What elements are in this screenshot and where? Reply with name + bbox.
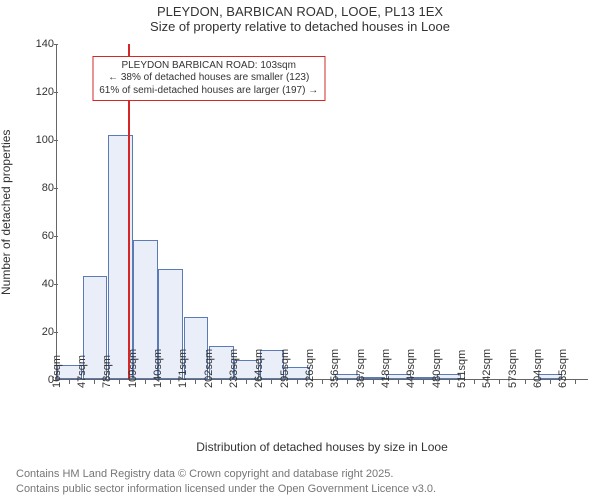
x-tick-mark (170, 380, 171, 384)
x-tick-mark (246, 380, 247, 384)
x-tick-mark (373, 380, 374, 384)
x-tick-label: 140sqm (152, 349, 164, 388)
y-tick-label: 40 (18, 278, 54, 290)
x-tick-mark (575, 380, 576, 384)
x-tick-label: 449sqm (405, 349, 417, 388)
x-tick-mark (550, 380, 551, 384)
x-tick-mark (423, 380, 424, 384)
x-tick-label: 78sqm (101, 355, 113, 388)
x-tick-mark (297, 380, 298, 384)
y-tick-label: 140 (18, 38, 54, 50)
chart-title-line2: Size of property relative to detached ho… (0, 19, 600, 34)
y-tick-label: 60 (18, 230, 54, 242)
x-tick-mark (119, 380, 120, 384)
y-tick-label: 80 (18, 182, 54, 194)
x-tick-label: 109sqm (127, 349, 139, 388)
y-axis-label: Number of detached properties (0, 44, 16, 380)
y-tick-label: 100 (18, 134, 54, 146)
x-tick-label: 16sqm (51, 355, 63, 388)
x-tick-label: 295sqm (279, 349, 291, 388)
x-tick-mark (347, 380, 348, 384)
chart-container: PLEYDON, BARBICAN ROAD, LOOE, PL13 1EX S… (0, 0, 600, 500)
y-tick-label: 0 (18, 374, 54, 386)
x-tick-mark (69, 380, 70, 384)
annotation-line: ← 38% of detached houses are smaller (12… (99, 72, 318, 85)
x-tick-label: 171sqm (177, 349, 189, 388)
x-tick-label: 573sqm (507, 349, 519, 388)
x-tick-label: 47sqm (76, 355, 88, 388)
y-axis-ticks: 020406080100120140 (18, 44, 54, 380)
y-tick-label: 120 (18, 86, 54, 98)
chart-title-block: PLEYDON, BARBICAN ROAD, LOOE, PL13 1EX S… (0, 4, 600, 34)
x-axis-label: Distribution of detached houses by size … (56, 440, 588, 454)
x-tick-mark (271, 380, 272, 384)
x-tick-mark (322, 380, 323, 384)
x-tick-label: 326sqm (304, 349, 316, 388)
x-tick-label: 480sqm (431, 349, 443, 388)
x-tick-label: 635sqm (557, 349, 569, 388)
x-tick-label: 604sqm (532, 349, 544, 388)
x-axis-ticks: 16sqm47sqm78sqm109sqm140sqm171sqm202sqm2… (56, 382, 588, 436)
annotation-line: PLEYDON BARBICAN ROAD: 103sqm (99, 60, 318, 73)
x-tick-mark (525, 380, 526, 384)
annotation-line: 61% of semi-detached houses are larger (… (99, 85, 318, 98)
x-tick-label: 418sqm (380, 349, 392, 388)
y-tick-label: 20 (18, 326, 54, 338)
credits-line1: Contains HM Land Registry data © Crown c… (16, 467, 436, 481)
x-tick-mark (449, 380, 450, 384)
x-tick-mark (94, 380, 95, 384)
x-tick-label: 511sqm (456, 350, 468, 388)
x-tick-mark (474, 380, 475, 384)
annotation-box: PLEYDON BARBICAN ROAD: 103sqm← 38% of de… (92, 56, 325, 102)
x-tick-mark (221, 380, 222, 384)
x-tick-label: 202sqm (203, 349, 215, 388)
x-tick-mark (499, 380, 500, 384)
plot-area: PLEYDON BARBICAN ROAD: 103sqm← 38% of de… (56, 44, 588, 380)
credits-block: Contains HM Land Registry data © Crown c… (16, 467, 436, 496)
chart-title-line1: PLEYDON, BARBICAN ROAD, LOOE, PL13 1EX (0, 4, 600, 19)
x-tick-label: 233sqm (228, 349, 240, 388)
plot-inner: PLEYDON BARBICAN ROAD: 103sqm← 38% of de… (57, 44, 588, 379)
credits-line2: Contains public sector information licen… (16, 482, 436, 496)
x-tick-label: 387sqm (355, 349, 367, 388)
x-tick-label: 542sqm (481, 349, 493, 388)
x-tick-mark (398, 380, 399, 384)
x-tick-mark (145, 380, 146, 384)
x-tick-label: 356sqm (329, 349, 341, 388)
x-tick-mark (195, 380, 196, 384)
x-tick-label: 264sqm (253, 349, 265, 388)
